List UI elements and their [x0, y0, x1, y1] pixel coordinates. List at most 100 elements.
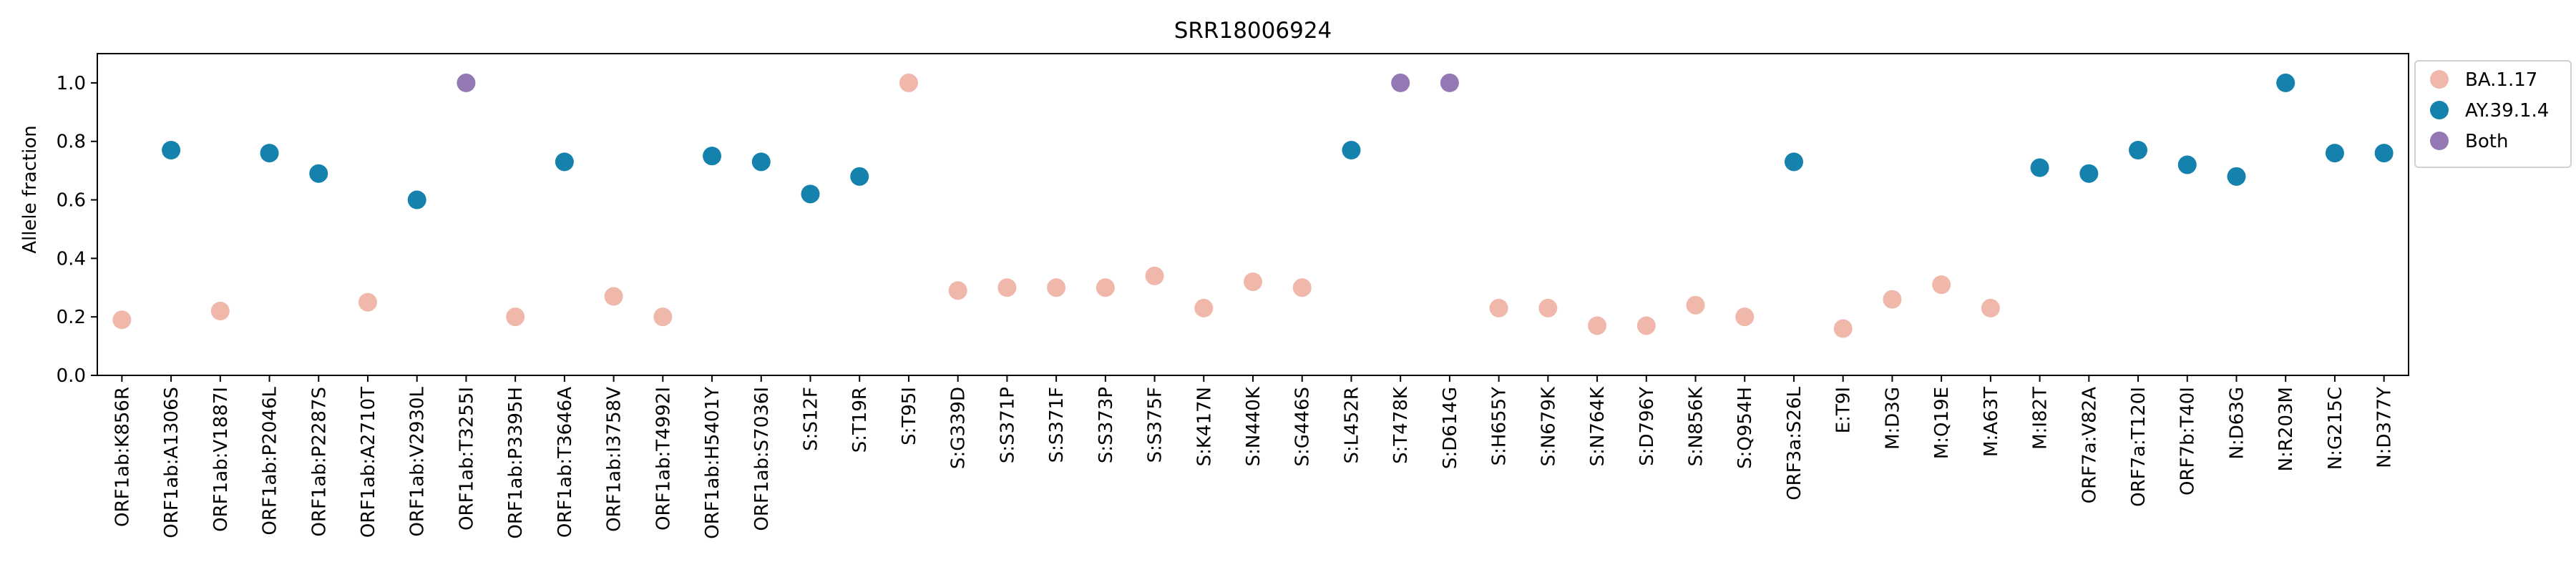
x-tick-label: S:N679K [1538, 386, 1559, 466]
data-point [309, 164, 328, 183]
y-axis-label: Allele fraction [19, 125, 41, 254]
y-tick-label: 0.4 [57, 248, 86, 270]
data-point [358, 292, 377, 312]
x-tick-label: E:T9I [1833, 387, 1855, 433]
data-point [2374, 144, 2394, 163]
y-tick-label: 1.0 [57, 73, 86, 94]
data-point [1784, 152, 1803, 172]
x-tick-label: ORF1ab:S7036I [751, 387, 773, 531]
x-tick-label: ORF7a:T120I [2128, 387, 2150, 507]
data-point [703, 147, 722, 166]
y-tick-label: 0.8 [57, 132, 86, 153]
data-point [1981, 298, 2000, 317]
x-tick-label: ORF1ab:A1306S [161, 387, 182, 538]
x-tick-label: N:G215C [2325, 387, 2346, 470]
y-tick-label: 0.6 [57, 190, 86, 212]
data-point [1391, 73, 1410, 92]
x-tick-label: S:T19R [849, 387, 871, 453]
legend-marker [2430, 101, 2449, 119]
x-tick-label: S:N764K [1587, 386, 1609, 466]
x-tick-label: ORF1ab:P2287S [308, 387, 330, 537]
x-axis-ticks: ORF1ab:K856R ORF1ab:A1306S ORF1ab:V1887I OR… [112, 375, 2396, 539]
data-point [2129, 141, 2148, 159]
x-tick-label: S:Q954H [1735, 387, 1756, 469]
x-tick-label: ORF1ab:P2046L [260, 386, 281, 535]
x-tick-label: ORF1ab:T3646A [555, 387, 576, 538]
data-point [112, 310, 132, 330]
x-tick-label: S:K417N [1194, 387, 1215, 466]
data-point [1047, 278, 1066, 297]
legend-label: AY.39.1.4 [2465, 100, 2549, 122]
x-tick-label: S:S12F [800, 387, 821, 451]
x-tick-label: N:D63G [2226, 387, 2248, 459]
data-point [1538, 298, 1558, 317]
y-tick-label: 0.0 [57, 365, 86, 387]
data-point [604, 287, 623, 306]
x-tick-label: M:D3G [1882, 387, 1903, 450]
legend-marker [2430, 132, 2449, 150]
legend-label: Both [2465, 131, 2508, 152]
data-point [555, 152, 574, 172]
data-point [751, 152, 771, 172]
chart-title: SRR18006924 [1174, 18, 1332, 44]
data-point [948, 281, 967, 300]
data-point [2276, 73, 2296, 92]
x-tick-label: ORF1ab:H5401Y [702, 387, 723, 539]
data-point [1883, 290, 1902, 309]
data-point [1194, 298, 1214, 317]
data-point [1244, 272, 1262, 292]
x-tick-label: S:S371P [997, 387, 1018, 463]
data-point [997, 278, 1017, 297]
y-axis-ticks: 0.0 0.2 0.4 0.6 0.8 1.0 [57, 73, 97, 387]
x-tick-label: ORF1ab:T4992I [653, 387, 674, 531]
data-point [457, 73, 476, 92]
data-point [899, 73, 918, 92]
data-point [506, 307, 525, 327]
data-point [2079, 164, 2099, 183]
x-tick-label: ORF1ab:A2710T [358, 387, 379, 538]
data-point [2030, 158, 2049, 177]
x-tick-label: S:N440K [1243, 386, 1264, 466]
data-point [1833, 319, 1853, 338]
x-tick-label: ORF3a:S26L [1784, 386, 1805, 500]
x-tick-label: S:T95I [899, 387, 920, 445]
x-tick-label: N:D377Y [2374, 387, 2396, 468]
x-tick-label: S:N856K [1686, 386, 1707, 466]
x-tick-label: S:D796Y [1636, 387, 1658, 466]
x-tick-label: ORF7a:V82A [2079, 387, 2100, 504]
data-point [653, 307, 673, 327]
y-tick-label: 0.2 [57, 307, 86, 328]
data-point [1932, 275, 1951, 295]
x-tick-label: ORF7b:T40I [2177, 387, 2199, 495]
data-point [1440, 73, 1459, 92]
data-point [162, 141, 181, 159]
data-point [1686, 295, 1705, 315]
data-point [2325, 144, 2344, 163]
legend-marker [2430, 70, 2449, 89]
x-tick-label: M:I82T [2030, 387, 2051, 450]
data-point [1588, 316, 1607, 335]
legend-frame [2414, 60, 2572, 168]
data-point [1145, 266, 1164, 285]
x-tick-label: S:H655Y [1489, 387, 1511, 465]
x-tick-label: S:S373P [1096, 387, 1117, 463]
data-point [2227, 167, 2246, 186]
x-tick-label: ORF1ab:I3758V [604, 387, 625, 532]
x-tick-label: ORF1ab:T3255I [456, 387, 477, 531]
data-point [210, 302, 230, 320]
data-point [801, 184, 820, 204]
x-tick-label: S:G339D [948, 387, 970, 469]
data-point [1342, 141, 1361, 159]
data-point [1636, 316, 1656, 335]
x-tick-label: S:D614G [1440, 387, 1461, 469]
data-point [850, 167, 869, 186]
x-tick-label: ORF1ab:K856R [112, 387, 133, 527]
data-point [407, 190, 426, 209]
legend: BA.1.17 AY.39.1.4 Both [2414, 60, 2572, 168]
data-points [112, 73, 2394, 338]
x-tick-label: ORF1ab:V1887I [210, 387, 232, 532]
data-point [1489, 298, 1508, 317]
x-tick-label: M:Q19E [1931, 387, 1953, 459]
